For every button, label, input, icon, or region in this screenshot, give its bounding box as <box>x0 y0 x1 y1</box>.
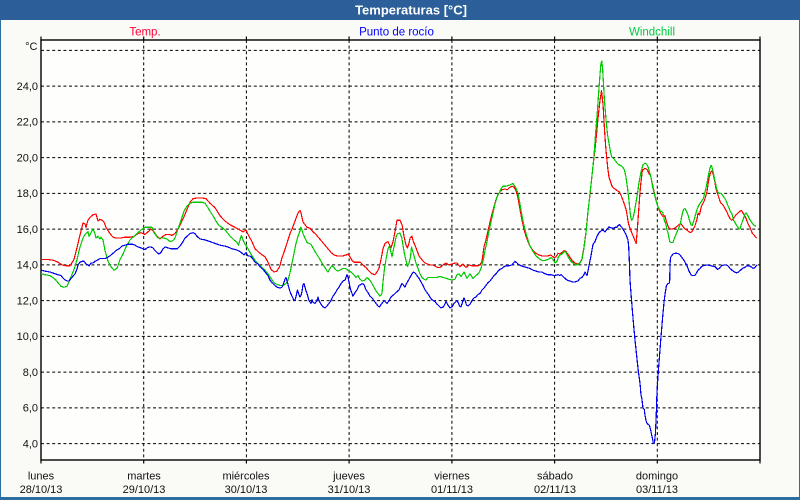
svg-text:6,0: 6,0 <box>23 403 38 415</box>
svg-text:28/10/13: 28/10/13 <box>20 484 63 496</box>
svg-text:29/10/13: 29/10/13 <box>123 484 166 496</box>
svg-text:22,0: 22,0 <box>17 117 38 129</box>
svg-text:18,0: 18,0 <box>17 188 38 200</box>
svg-text:10,0: 10,0 <box>17 331 38 343</box>
svg-text:°C: °C <box>25 41 37 53</box>
svg-text:jueves: jueves <box>332 471 365 483</box>
svg-text:Temperaturas [°C]: Temperaturas [°C] <box>355 3 467 18</box>
svg-text:24,0: 24,0 <box>17 81 38 93</box>
svg-text:03/11/13: 03/11/13 <box>636 484 678 496</box>
svg-text:lunes: lunes <box>28 471 55 483</box>
svg-text:14,0: 14,0 <box>17 260 38 272</box>
svg-text:miércoles: miércoles <box>222 471 270 483</box>
svg-text:31/10/13: 31/10/13 <box>328 484 371 496</box>
svg-text:Windchill: Windchill <box>629 27 675 39</box>
svg-text:8,0: 8,0 <box>23 367 38 379</box>
svg-text:12,0: 12,0 <box>17 295 38 307</box>
svg-text:Temp.: Temp. <box>129 27 160 39</box>
svg-text:martes: martes <box>127 471 161 483</box>
svg-text:sábado: sábado <box>537 471 573 483</box>
svg-text:02/11/13: 02/11/13 <box>534 484 576 496</box>
svg-text:Punto de rocío: Punto de rocío <box>359 27 434 39</box>
svg-text:4,0: 4,0 <box>23 438 38 450</box>
svg-text:20,0: 20,0 <box>17 152 38 164</box>
svg-text:domingo: domingo <box>636 471 678 483</box>
svg-text:16,0: 16,0 <box>17 224 38 236</box>
svg-text:30/10/13: 30/10/13 <box>225 484 268 496</box>
svg-text:01/11/13: 01/11/13 <box>431 484 473 496</box>
svg-text:viernes: viernes <box>434 471 470 483</box>
